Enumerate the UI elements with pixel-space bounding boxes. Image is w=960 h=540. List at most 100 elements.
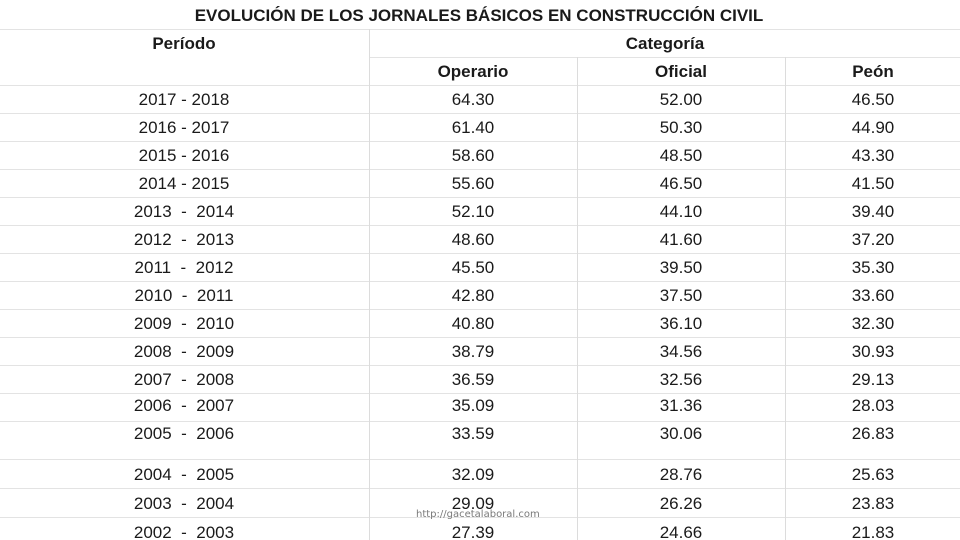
periodo-cell: 2011 - 2012 [134, 258, 234, 277]
oficial-cell: 46.50 [659, 174, 703, 193]
periodo-cell: 2004 - 2005 [133, 465, 235, 484]
periodo-cell: 2003 - 2004 [133, 494, 235, 513]
periodo-cell: 2015 - 2016 [138, 146, 230, 165]
periodo-cell: 2009 - 2010 [133, 314, 235, 333]
header-peon: Peón [852, 62, 894, 81]
grid-line [0, 197, 960, 198]
operario-cell: 38.79 [451, 342, 495, 361]
header-operario: Operario [437, 62, 509, 81]
table-row: 2015 - 2016 58.60 48.50 43.30 [0, 142, 960, 170]
operario-cell: 55.60 [451, 174, 495, 193]
oficial-cell: 30.06 [659, 424, 703, 443]
grid-line [370, 57, 960, 58]
oficial-cell: 44.10 [659, 202, 703, 221]
oficial-cell: 26.26 [659, 494, 703, 513]
peon-cell: 25.63 [851, 465, 895, 484]
peon-cell: 21.83 [851, 523, 895, 540]
table-row: 2013 - 2014 52.10 44.10 39.40 [0, 198, 960, 226]
table-row: 2005 - 2006 33.59 30.06 26.83 [0, 420, 960, 448]
operario-cell: 40.80 [451, 314, 495, 333]
periodo-cell: 2007 - 2008 [133, 370, 235, 389]
peon-cell: 30.93 [851, 342, 895, 361]
table-row: 2008 - 2009 38.79 34.56 30.93 [0, 338, 960, 366]
operario-cell: 35.09 [451, 396, 495, 415]
grid-line [0, 169, 960, 170]
peon-cell: 33.60 [851, 286, 895, 305]
table-row: 2002 - 2003 27.39 24.66 21.83 [0, 519, 960, 540]
grid-line [0, 85, 960, 86]
periodo-cell: 2012 - 2013 [133, 230, 235, 249]
watermark: http://gacetalaboral.com [416, 509, 540, 520]
table-row: 2011 - 2012 45.50 39.50 35.30 [0, 254, 960, 282]
table-row: 2014 - 2015 55.60 46.50 41.50 [0, 170, 960, 198]
table-row: 2004 - 2005 32.09 28.76 25.63 [0, 461, 960, 489]
periodo-cell: 2014 - 2015 [138, 174, 230, 193]
peon-cell: 39.40 [851, 202, 895, 221]
peon-cell: 37.20 [851, 230, 895, 249]
grid-line [0, 141, 960, 142]
table-row: 2003 - 2004 29.09 26.26 23.83 [0, 490, 960, 518]
oficial-cell: 48.50 [659, 146, 703, 165]
oficial-cell: 36.10 [659, 314, 703, 333]
periodo-cell: 2006 - 2007 [133, 396, 235, 415]
periodo-cell: 2016 - 2017 [138, 118, 230, 137]
peon-cell: 46.50 [851, 90, 895, 109]
operario-cell: 42.80 [451, 286, 495, 305]
peon-cell: 35.30 [851, 258, 895, 277]
page-title: EVOLUCIÓN DE LOS JORNALES BÁSICOS EN CON… [0, 0, 960, 30]
table-row: 2009 - 2010 40.80 36.10 32.30 [0, 310, 960, 338]
header-periodo: Período [152, 34, 216, 53]
table-row: 2007 - 2008 36.59 32.56 29.13 [0, 366, 960, 394]
table-row: 2006 - 2007 35.09 31.36 28.03 [0, 392, 960, 420]
operario-cell: 32.09 [451, 465, 495, 484]
grid-line [0, 309, 960, 310]
grid-line [0, 421, 960, 422]
operario-cell: 64.30 [451, 90, 495, 109]
peon-cell: 28.03 [851, 396, 895, 415]
periodo-cell: 2010 - 2011 [134, 286, 234, 305]
grid-line [0, 393, 960, 394]
oficial-cell: 37.50 [659, 286, 703, 305]
oficial-cell: 50.30 [659, 118, 703, 137]
periodo-cell: 2008 - 2009 [133, 342, 235, 361]
oficial-cell: 24.66 [659, 523, 703, 540]
periodo-cell: 2017 - 2018 [138, 90, 230, 109]
peon-cell: 44.90 [851, 118, 895, 137]
operario-cell: 45.50 [451, 258, 495, 277]
oficial-cell: 31.36 [659, 396, 703, 415]
grid-line [0, 517, 960, 518]
table-row: 2012 - 2013 48.60 41.60 37.20 [0, 226, 960, 254]
oficial-cell: 41.60 [659, 230, 703, 249]
operario-cell: 48.60 [451, 230, 495, 249]
peon-cell: 43.30 [851, 146, 895, 165]
grid-line [369, 29, 370, 540]
grid-line [0, 459, 960, 460]
grid-line [0, 225, 960, 226]
periodo-cell: 2002 - 2003 [133, 523, 235, 540]
oficial-cell: 34.56 [659, 342, 703, 361]
header-oficial: Oficial [655, 62, 707, 81]
operario-cell: 52.10 [451, 202, 495, 221]
oficial-cell: 52.00 [659, 90, 703, 109]
grid-line [785, 57, 786, 540]
table-row: 2017 - 2018 64.30 52.00 46.50 [0, 86, 960, 114]
page-title-text: EVOLUCIÓN DE LOS JORNALES BÁSICOS EN CON… [194, 6, 764, 25]
oficial-cell: 39.50 [659, 258, 703, 277]
operario-cell: 61.40 [451, 118, 495, 137]
peon-cell: 41.50 [851, 174, 895, 193]
header-categoria: Categoría [625, 34, 705, 53]
grid-line [0, 253, 960, 254]
peon-cell: 32.30 [851, 314, 895, 333]
grid-line [577, 57, 578, 540]
peon-cell: 23.83 [851, 494, 895, 513]
grid-line [0, 488, 960, 489]
periodo-cell: 2013 - 2014 [133, 202, 235, 221]
grid-line [0, 337, 960, 338]
operario-cell: 27.39 [451, 523, 495, 540]
peon-cell: 26.83 [851, 424, 895, 443]
operario-cell: 36.59 [451, 370, 495, 389]
operario-cell: 58.60 [451, 146, 495, 165]
grid-line [0, 113, 960, 114]
oficial-cell: 28.76 [659, 465, 703, 484]
peon-cell: 29.13 [851, 370, 895, 389]
